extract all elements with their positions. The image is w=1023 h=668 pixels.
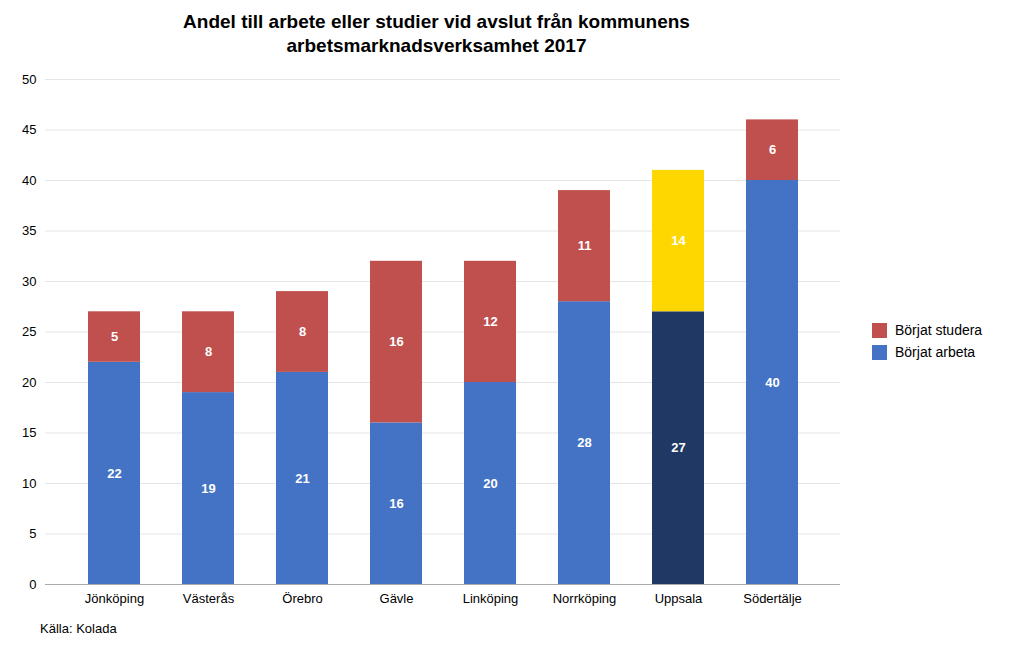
svg-text:35: 35 <box>22 223 36 238</box>
svg-text:12: 12 <box>483 314 497 329</box>
svg-text:25: 25 <box>22 324 36 339</box>
svg-text:40: 40 <box>765 374 779 389</box>
svg-text:16: 16 <box>389 334 403 349</box>
svg-text:Västerås: Västerås <box>183 590 235 605</box>
svg-text:14: 14 <box>671 233 686 248</box>
html-text:Andel till arbete eller studie: Andel till arbete eller studier vid avsl… <box>183 11 690 56</box>
svg-text:11: 11 <box>578 238 592 253</box>
svg-text:Örebro: Örebro <box>282 590 322 605</box>
svg-text:22: 22 <box>107 465 121 480</box>
svg-text:28: 28 <box>577 435 591 450</box>
svg-text:8: 8 <box>299 324 306 339</box>
svg-text:0: 0 <box>29 576 36 591</box>
html-text:Börjat arbeta: Börjat arbeta <box>895 344 976 360</box>
svg-text:8: 8 <box>205 344 212 359</box>
svg-text:5: 5 <box>111 329 118 344</box>
svg-text:5: 5 <box>29 526 36 541</box>
svg-text:16: 16 <box>389 495 403 510</box>
svg-text:50: 50 <box>22 71 36 86</box>
svg-text:Jönköping: Jönköping <box>85 590 144 605</box>
svg-text:15: 15 <box>22 425 36 440</box>
svg-text:Linköping: Linköping <box>463 590 519 605</box>
html-text:Börjat studera: Börjat studera <box>895 322 983 338</box>
svg-text:40: 40 <box>22 172 36 187</box>
svg-text:27: 27 <box>671 440 685 455</box>
svg-text:45: 45 <box>22 122 36 137</box>
svg-text:Norrköping: Norrköping <box>553 590 617 605</box>
svg-text:Gävle: Gävle <box>380 590 414 605</box>
svg-text:10: 10 <box>22 475 36 490</box>
svg-text:20: 20 <box>483 475 497 490</box>
svg-text:Södertälje: Södertälje <box>743 590 802 605</box>
svg-text:20: 20 <box>22 374 36 389</box>
svg-text:21: 21 <box>295 470 309 485</box>
svg-text:6: 6 <box>769 142 776 157</box>
svg-text:Uppsala: Uppsala <box>655 590 703 605</box>
svg-text:30: 30 <box>22 273 36 288</box>
svg-text:19: 19 <box>201 480 215 495</box>
html-text:Källa: Kolada: Källa: Kolada <box>40 620 117 636</box>
